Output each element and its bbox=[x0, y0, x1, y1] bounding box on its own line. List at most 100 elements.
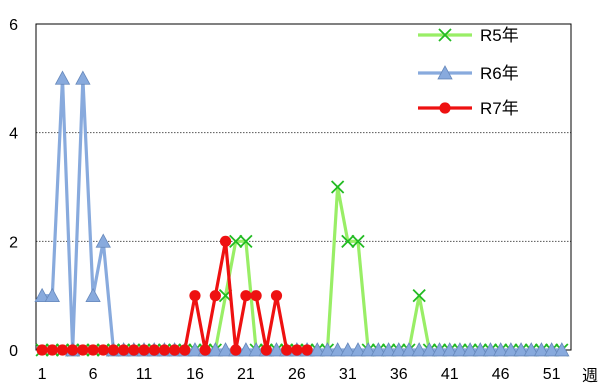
data-point bbox=[238, 342, 254, 357]
data-point bbox=[118, 344, 130, 356]
x-tick-label: 16 bbox=[186, 366, 204, 383]
legend-marker bbox=[438, 28, 452, 42]
data-point bbox=[75, 70, 91, 85]
data-point bbox=[462, 342, 478, 357]
data-point bbox=[281, 344, 293, 356]
data-point bbox=[189, 290, 201, 302]
data-point bbox=[239, 234, 253, 248]
legend-entry: R6年 bbox=[418, 64, 519, 83]
data-point bbox=[412, 289, 426, 303]
data-point bbox=[179, 344, 191, 356]
x-tick-label: 11 bbox=[136, 366, 153, 383]
y-axis-tick-labels: 0 2 4 6 bbox=[9, 17, 18, 360]
legend: R5年 R6年 R7年 bbox=[418, 26, 519, 118]
data-point bbox=[452, 342, 468, 357]
series-line bbox=[42, 239, 308, 352]
x-tick-label: 26 bbox=[288, 366, 306, 383]
data-point bbox=[168, 344, 181, 356]
data-point bbox=[554, 342, 570, 357]
data-point bbox=[351, 234, 365, 248]
series-layer bbox=[34, 70, 570, 357]
data-point bbox=[67, 344, 79, 356]
legend-label: R6年 bbox=[480, 64, 519, 83]
legend-marker bbox=[437, 65, 453, 80]
data-point bbox=[54, 70, 71, 85]
data-point bbox=[250, 290, 262, 302]
data-point bbox=[270, 290, 283, 302]
y-tick-label: 2 bbox=[9, 234, 18, 251]
data-point bbox=[380, 342, 397, 357]
legend-entry: R7年 bbox=[418, 99, 519, 118]
y-tick-label: 4 bbox=[9, 126, 18, 143]
series-1 bbox=[35, 180, 569, 357]
data-point bbox=[230, 344, 242, 356]
legend-label: R7年 bbox=[480, 99, 519, 118]
data-point bbox=[229, 234, 243, 248]
data-point bbox=[97, 344, 109, 356]
data-point bbox=[370, 342, 387, 357]
legend-entry: R5年 bbox=[418, 26, 519, 45]
data-point bbox=[523, 342, 539, 357]
data-point bbox=[248, 342, 264, 357]
series-line bbox=[42, 185, 562, 352]
data-point bbox=[158, 344, 170, 356]
data-point bbox=[187, 342, 203, 357]
data-point bbox=[128, 344, 140, 356]
data-point bbox=[350, 342, 366, 357]
data-point bbox=[360, 342, 376, 357]
data-point bbox=[46, 344, 58, 356]
series-line bbox=[42, 76, 562, 352]
y-tick-label: 0 bbox=[9, 343, 18, 360]
data-point bbox=[411, 342, 427, 357]
x-tick-label: 41 bbox=[441, 366, 459, 383]
x-tick-label: 31 bbox=[339, 366, 357, 383]
data-point bbox=[199, 344, 211, 356]
gridlines bbox=[36, 132, 571, 242]
data-point bbox=[87, 344, 99, 356]
data-point bbox=[482, 342, 499, 357]
data-point bbox=[309, 342, 325, 357]
data-point bbox=[207, 342, 224, 357]
data-point bbox=[107, 344, 120, 356]
data-point bbox=[148, 344, 160, 356]
data-point bbox=[341, 234, 355, 248]
data-point bbox=[77, 344, 89, 356]
x-axis-label: 週 bbox=[582, 367, 598, 385]
data-point bbox=[34, 287, 50, 303]
data-point bbox=[421, 342, 438, 357]
legend-marker bbox=[439, 102, 451, 114]
data-point bbox=[209, 290, 221, 302]
series-3 bbox=[36, 235, 313, 356]
y-tick-label: 6 bbox=[9, 17, 18, 34]
data-point bbox=[472, 342, 488, 357]
data-point bbox=[44, 287, 60, 303]
data-point bbox=[493, 342, 509, 357]
x-tick-label: 1 bbox=[38, 366, 47, 383]
data-point bbox=[138, 344, 150, 356]
data-point bbox=[431, 342, 448, 357]
data-point bbox=[301, 344, 313, 356]
data-point bbox=[319, 342, 336, 357]
data-point bbox=[260, 344, 272, 356]
legend-label: R5年 bbox=[480, 26, 519, 45]
x-axis-tick-labels: 1 6 11 16 21 26 31 36 41 46 51 bbox=[38, 366, 561, 383]
data-point bbox=[401, 342, 417, 357]
data-point bbox=[331, 180, 345, 194]
x-tick-label: 36 bbox=[390, 366, 408, 383]
data-point bbox=[56, 344, 69, 356]
data-point bbox=[291, 344, 303, 356]
x-tick-label: 51 bbox=[543, 366, 561, 383]
data-point bbox=[36, 344, 48, 356]
data-point bbox=[340, 342, 356, 357]
x-tick-label: 46 bbox=[492, 366, 510, 383]
data-point bbox=[513, 342, 529, 357]
x-tick-label: 6 bbox=[89, 366, 98, 383]
data-point bbox=[268, 342, 285, 357]
data-point bbox=[329, 342, 346, 357]
data-point bbox=[95, 233, 111, 248]
x-tick-label: 21 bbox=[237, 366, 255, 383]
data-point bbox=[503, 342, 519, 357]
data-point bbox=[543, 342, 560, 357]
data-point bbox=[240, 290, 252, 302]
